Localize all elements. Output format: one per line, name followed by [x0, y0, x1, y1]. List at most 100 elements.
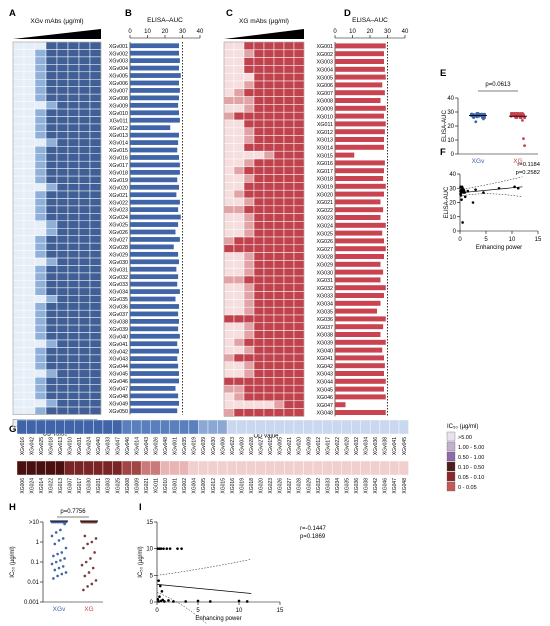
panel-g-cell [121, 419, 132, 435]
panel-i-point [176, 547, 179, 550]
panel-a-cell [78, 347, 91, 356]
panel-c-legend-title: OD value [253, 433, 279, 439]
panel-g-cell [55, 419, 65, 435]
panel-d-bar [335, 238, 384, 244]
panel-g-column-label: XG020 [259, 478, 265, 494]
panel-a-cell [12, 86, 25, 95]
panel-g-cell [45, 460, 56, 476]
panel-f-point [459, 188, 463, 191]
panel-c-cell [253, 197, 265, 207]
panel-i-p-value: p=0.1869 [300, 534, 326, 540]
panel-a-cell [56, 79, 69, 87]
panel-a-cell [78, 213, 91, 222]
panel-a-cell [45, 265, 58, 274]
panel-g-column-label: XGv001 [173, 437, 179, 455]
panel-d-bar [335, 410, 386, 415]
panel-c-concentration-wedge [224, 29, 304, 39]
panel-a-cell [12, 406, 25, 415]
panel-c-cell [223, 408, 235, 417]
panel-a-cell [89, 183, 102, 192]
panel-a-cell [89, 377, 102, 385]
panel-g-cell [45, 419, 56, 435]
panel-c-cell [223, 72, 235, 82]
panel-a-cell [12, 131, 25, 140]
panel-a-cell [78, 309, 91, 318]
panel-c-cell [243, 361, 255, 370]
panel-a-cell [23, 235, 36, 244]
panel-c-cell [223, 345, 235, 355]
panel-g-cell [131, 419, 142, 435]
panel-a-cell [67, 317, 80, 326]
panel-g-cell [389, 419, 400, 435]
panel-c-cell [293, 408, 305, 417]
panel-a-cell [34, 302, 47, 311]
panel-a-cell [56, 257, 69, 266]
panel-a-cell [34, 362, 47, 371]
panel-a-cell [56, 339, 69, 348]
panel-a-cell [12, 354, 25, 363]
panel-g-cell [398, 419, 409, 435]
panel-c-cell [253, 314, 265, 324]
panel-c-cell [293, 267, 305, 277]
panel-i-point [165, 547, 169, 550]
panel-c-cell [283, 345, 295, 355]
panel-c-cell [253, 330, 265, 339]
panel-g-cell [16, 419, 27, 435]
panel-a-cell [23, 369, 36, 378]
panel-f-p-value: p=0.2582 [516, 170, 540, 176]
panel-c-cell [283, 299, 295, 308]
panel-h-point [94, 579, 98, 582]
panel-c-cell [263, 314, 275, 324]
panel-b-bar [130, 214, 181, 220]
panel-c-cell [263, 65, 275, 74]
panel-a-cell [78, 41, 91, 50]
panel-c-cell [233, 127, 245, 136]
panel-f-point [513, 185, 516, 189]
panel-g-column-label: XG036 [354, 478, 360, 494]
panel-d-tick-label: 10 [349, 29, 356, 35]
panel-a-cell [56, 108, 69, 117]
panel-d-category-label: XG025 [317, 231, 334, 237]
panel-a-cell [89, 153, 102, 162]
panel-e-tick-label: 30 [447, 110, 454, 116]
panel-a-cell [67, 220, 80, 229]
panel-g-column-label: XGv047 [115, 437, 121, 455]
panel-e-point [483, 116, 486, 119]
panel-a-cell [12, 369, 25, 378]
panel-a-cell [23, 79, 36, 87]
panel-b-bar [130, 393, 179, 399]
panel-c-cell [233, 345, 245, 355]
panel-c-cell [283, 166, 295, 175]
panel-c-cell [233, 322, 245, 331]
panel-a-cell [45, 213, 58, 222]
panel-e-y-label: ELISA-AUC [442, 110, 448, 142]
panel-g-cell [121, 460, 132, 476]
panel-c-cell [273, 306, 285, 316]
panel-d-bar [335, 82, 383, 88]
panel-c-cell [253, 267, 265, 277]
panel-c-cell [263, 353, 275, 363]
panel-c-cell [273, 291, 285, 300]
panel-a-cell [34, 280, 47, 289]
panel-c-cell [233, 361, 245, 370]
panel-a-cell [45, 79, 58, 87]
panel-letter-g: G [9, 424, 16, 435]
panel-c-cell [233, 228, 245, 238]
panel-c-cell [243, 322, 255, 331]
panel-c-cell [243, 221, 255, 230]
panel-c-cell [223, 338, 235, 347]
panel-a-cell [67, 116, 80, 125]
panel-c-cell [233, 299, 245, 308]
panel-c-cell [293, 345, 305, 355]
panel-c-cell [253, 384, 265, 394]
panel-g-legend-label: 1.00 - 5.00 [458, 445, 484, 451]
panel-b-bar [130, 162, 180, 168]
panel-c-cell [273, 166, 285, 175]
panel-a-cell [45, 391, 58, 400]
panel-g-cell [303, 419, 314, 435]
panel-g-column-label: XGv027 [259, 437, 265, 455]
panel-a-cell [67, 324, 80, 333]
panel-a-cell [23, 116, 36, 125]
panel-g-cell [140, 460, 151, 476]
panel-b-bar [130, 184, 179, 190]
